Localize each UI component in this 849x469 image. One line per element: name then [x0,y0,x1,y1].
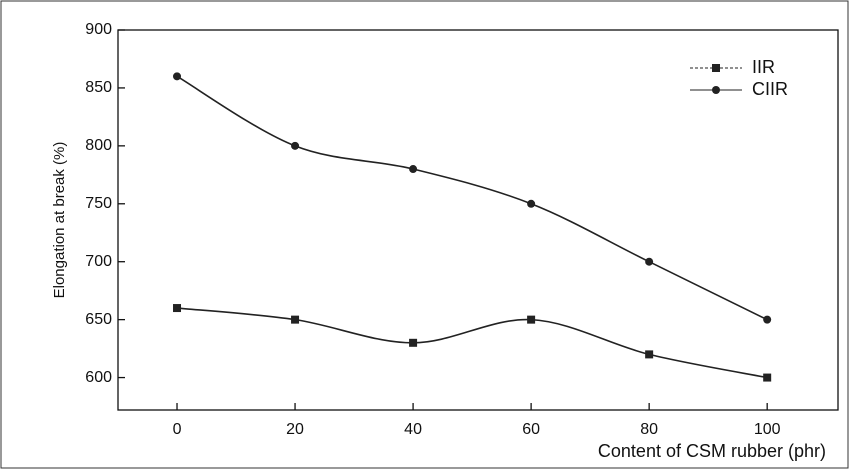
y-tick-label: 600 [85,369,112,386]
marker [173,72,181,80]
marker [291,142,299,150]
marker [645,350,653,358]
marker [173,304,181,312]
frame [1,1,848,468]
legend-marker [712,64,720,72]
y-tick-label: 650 [85,311,112,328]
chart: Content of CSM rubber (phr) Elongation a… [0,0,849,469]
marker [527,316,535,324]
marker [409,339,417,347]
legend-label: CIIR [752,79,788,99]
x-tick-label: 60 [522,421,540,438]
x-tick-label: 80 [640,421,658,438]
legend-marker [712,86,720,94]
x-axis-label: Content of CSM rubber (phr) [598,441,826,461]
marker [763,316,771,324]
y-axis-label: Elongation at break (%) [51,142,68,299]
legend-label: IIR [752,57,775,77]
y-tick-label: 700 [85,253,112,270]
marker [645,258,653,266]
y-tick-label: 850 [85,79,112,96]
y-tick-label: 900 [85,21,112,38]
x-tick-label: 0 [173,421,182,438]
marker [763,374,771,382]
x-tick-label: 40 [404,421,422,438]
x-tick-label: 20 [286,421,304,438]
marker [409,165,417,173]
y-tick-label: 750 [85,195,112,212]
marker [527,200,535,208]
marker [291,316,299,324]
y-tick-label: 800 [85,137,112,154]
x-tick-label: 100 [754,421,781,438]
